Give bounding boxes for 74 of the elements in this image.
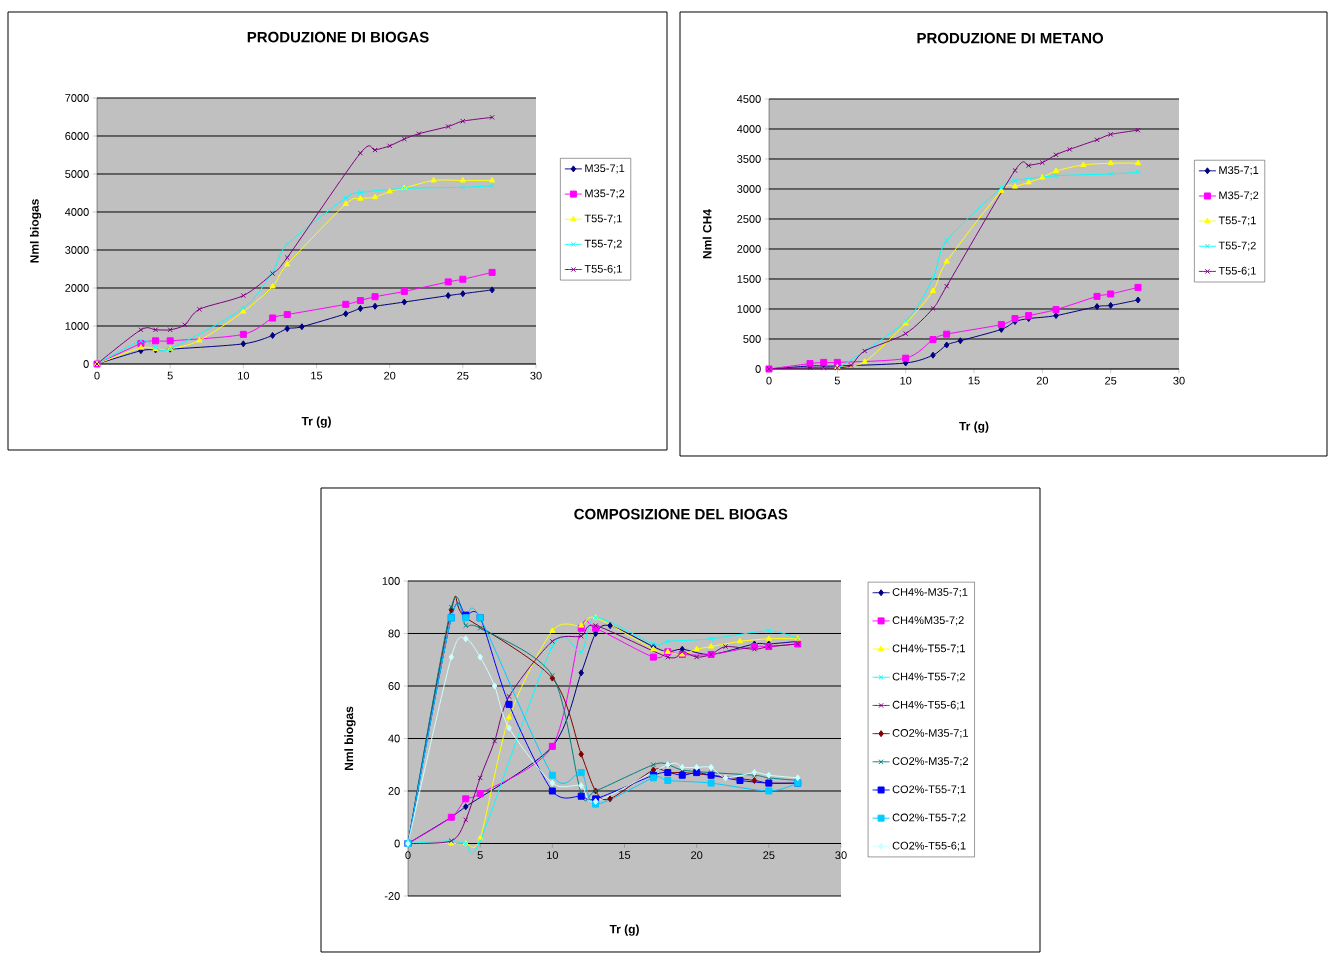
- x-tick-label: 20: [1036, 376, 1049, 385]
- chart-title: COMPOSIZIONE DEL BIOGAS: [574, 508, 788, 520]
- legend-label: CH4%-T55-7;2: [892, 672, 965, 682]
- y-tick-label: 4000: [736, 125, 761, 133]
- y-tick-label: 0: [394, 839, 400, 848]
- legend-label: CH4%-T55-7;1: [892, 644, 965, 654]
- y-tick-label: 1000: [737, 305, 761, 313]
- y-tick-label: 60: [388, 682, 400, 690]
- chart-title: PRODUZIONE DI BIOGAS: [247, 31, 429, 43]
- y-tick-label: 2000: [737, 245, 761, 253]
- legend-label: CO2%-T55-7;1: [892, 785, 966, 795]
- y-tick-label: 100: [382, 577, 400, 585]
- y-tick-label: 500: [743, 335, 761, 343]
- legend-label: CH4%-M35-7;1: [892, 588, 968, 598]
- x-tick-label: 20: [691, 851, 703, 860]
- legend-label: CO2%-M35-7;1: [892, 729, 968, 739]
- y-tick-label: 1500: [737, 275, 761, 283]
- x-tick-label: 30: [1173, 376, 1185, 385]
- x-axis-title: Tr (g): [609, 924, 639, 936]
- legend-label: M35-7;2: [585, 189, 625, 199]
- legend-label: T55-7;1: [1218, 216, 1256, 226]
- y-tick-label: 6000: [65, 132, 89, 140]
- legend-label: CH4%M35-7;2: [892, 616, 964, 626]
- y-tick-label: 7000: [65, 94, 89, 102]
- x-tick-label: 15: [968, 376, 980, 385]
- legend-label: M35-7;1: [1219, 166, 1259, 176]
- legend-label: T55-7;2: [1218, 241, 1256, 251]
- y-axis-title: Nml biogas: [29, 199, 42, 263]
- x-tick-label: 30: [835, 851, 847, 860]
- x-axis-title: Tr (g): [959, 421, 989, 433]
- y-tick-label: 3000: [737, 185, 761, 193]
- y-tick-label: 2500: [737, 215, 761, 223]
- x-tick-label: 25: [763, 851, 775, 860]
- x-tick-label: 0: [94, 371, 100, 380]
- y-tick-label: 0: [755, 365, 761, 373]
- legend-label: T55-7;1: [584, 214, 622, 224]
- y-axis-title: Nml biogas: [344, 706, 356, 771]
- legend-label: CO2%-T55-7;2: [892, 813, 966, 823]
- x-tick-label: 15: [311, 371, 323, 380]
- legend-label: T55-7;2: [584, 239, 622, 249]
- y-tick-label: 3500: [737, 155, 761, 163]
- legend-label: M35-7;2: [1219, 191, 1259, 201]
- chart-title: PRODUZIONE DI METANO: [917, 32, 1104, 44]
- legend-label: T55-6;1: [1218, 266, 1256, 276]
- y-tick-label: -20: [384, 892, 400, 900]
- legend-label: T55-6;1: [584, 264, 622, 275]
- y-tick-label: 4500: [736, 95, 761, 103]
- legend-label: M35-7;1: [585, 164, 625, 174]
- x-tick-label: 0: [405, 851, 411, 860]
- y-tick-label: 40: [388, 734, 400, 743]
- legend-label: CO2%-T55-6;1: [892, 841, 966, 851]
- x-tick-label: 15: [619, 851, 631, 859]
- y-tick-label: 5000: [65, 170, 89, 178]
- x-tick-label: 10: [238, 371, 250, 380]
- x-tick-label: 25: [1105, 376, 1117, 385]
- y-tick-label: 2000: [65, 284, 89, 292]
- x-tick-label: 0: [766, 376, 772, 385]
- y-tick-label: 4000: [64, 208, 89, 216]
- x-tick-label: 5: [477, 851, 483, 859]
- x-axis-title: Tr (g): [301, 416, 331, 428]
- x-tick-label: 30: [530, 371, 542, 380]
- y-tick-label: 0: [83, 360, 89, 368]
- legend-label: CH4%-T55-6;1: [892, 700, 965, 710]
- y-axis-title: Nml CH4: [702, 209, 712, 259]
- x-tick-label: 10: [547, 851, 559, 860]
- y-tick-label: 20: [388, 787, 400, 795]
- x-tick-label: 5: [834, 376, 840, 385]
- x-tick-label: 10: [900, 376, 912, 385]
- y-tick-label: 80: [388, 629, 400, 638]
- x-tick-label: 25: [457, 371, 469, 380]
- legend-label: CO2%-M35-7;2: [892, 757, 968, 767]
- y-tick-label: 1000: [65, 322, 89, 330]
- x-tick-label: 5: [167, 371, 173, 380]
- y-tick-label: 3000: [65, 246, 89, 254]
